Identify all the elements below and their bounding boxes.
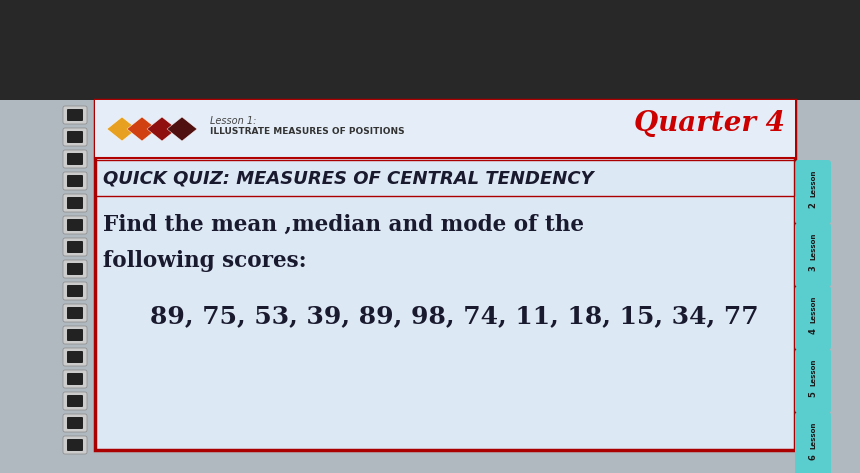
Polygon shape: [167, 117, 197, 141]
FancyBboxPatch shape: [63, 370, 87, 388]
Text: Find the mean ,median and mode of the: Find the mean ,median and mode of the: [103, 214, 584, 236]
FancyBboxPatch shape: [63, 150, 87, 168]
Text: Lesson: Lesson: [810, 296, 816, 323]
Text: Lesson: Lesson: [810, 170, 816, 197]
FancyBboxPatch shape: [795, 223, 831, 287]
FancyBboxPatch shape: [95, 100, 795, 158]
FancyBboxPatch shape: [67, 109, 83, 121]
Text: 2: 2: [808, 202, 818, 208]
FancyBboxPatch shape: [67, 439, 83, 451]
FancyBboxPatch shape: [63, 392, 87, 410]
FancyBboxPatch shape: [63, 194, 87, 212]
Text: following scores:: following scores:: [103, 250, 307, 272]
FancyBboxPatch shape: [67, 263, 83, 275]
FancyBboxPatch shape: [67, 241, 83, 253]
FancyBboxPatch shape: [63, 348, 87, 366]
FancyBboxPatch shape: [67, 153, 83, 165]
FancyBboxPatch shape: [795, 412, 831, 473]
FancyBboxPatch shape: [67, 131, 83, 143]
FancyBboxPatch shape: [67, 373, 83, 385]
FancyBboxPatch shape: [95, 100, 795, 450]
FancyBboxPatch shape: [67, 351, 83, 363]
FancyBboxPatch shape: [67, 197, 83, 209]
Text: QUICK QUIZ: MEASURES OF CENTRAL TENDENCY: QUICK QUIZ: MEASURES OF CENTRAL TENDENCY: [103, 169, 593, 187]
FancyBboxPatch shape: [63, 414, 87, 432]
FancyBboxPatch shape: [795, 160, 831, 224]
Text: 5: 5: [808, 391, 818, 397]
FancyBboxPatch shape: [63, 128, 87, 146]
FancyBboxPatch shape: [63, 282, 87, 300]
FancyBboxPatch shape: [67, 395, 83, 407]
FancyBboxPatch shape: [67, 417, 83, 429]
Text: 3: 3: [808, 265, 818, 271]
FancyBboxPatch shape: [63, 260, 87, 278]
Text: Lesson: Lesson: [810, 233, 816, 260]
Text: Lesson 1:: Lesson 1:: [210, 116, 256, 126]
FancyBboxPatch shape: [67, 307, 83, 319]
Text: ILLUSTRATE MEASURES OF POSITIONS: ILLUSTRATE MEASURES OF POSITIONS: [210, 127, 404, 136]
FancyBboxPatch shape: [795, 349, 831, 413]
Polygon shape: [147, 117, 177, 141]
FancyBboxPatch shape: [67, 219, 83, 231]
FancyBboxPatch shape: [63, 216, 87, 234]
Polygon shape: [127, 117, 157, 141]
Text: Lesson: Lesson: [810, 421, 816, 449]
Text: Lesson: Lesson: [810, 359, 816, 386]
FancyBboxPatch shape: [67, 285, 83, 297]
FancyBboxPatch shape: [0, 0, 860, 100]
FancyBboxPatch shape: [63, 238, 87, 256]
FancyBboxPatch shape: [63, 172, 87, 190]
FancyBboxPatch shape: [96, 160, 794, 196]
FancyBboxPatch shape: [67, 329, 83, 341]
Text: 89, 75, 53, 39, 89, 98, 74, 11, 18, 15, 34, 77: 89, 75, 53, 39, 89, 98, 74, 11, 18, 15, …: [150, 304, 759, 328]
FancyBboxPatch shape: [63, 326, 87, 344]
FancyBboxPatch shape: [63, 106, 87, 124]
Polygon shape: [107, 117, 137, 141]
FancyBboxPatch shape: [795, 286, 831, 350]
FancyBboxPatch shape: [63, 304, 87, 322]
FancyBboxPatch shape: [67, 175, 83, 187]
FancyBboxPatch shape: [63, 436, 87, 454]
Text: 6: 6: [808, 454, 818, 460]
FancyBboxPatch shape: [0, 100, 860, 473]
Text: 4: 4: [808, 328, 818, 333]
Text: Quarter 4: Quarter 4: [634, 110, 785, 137]
